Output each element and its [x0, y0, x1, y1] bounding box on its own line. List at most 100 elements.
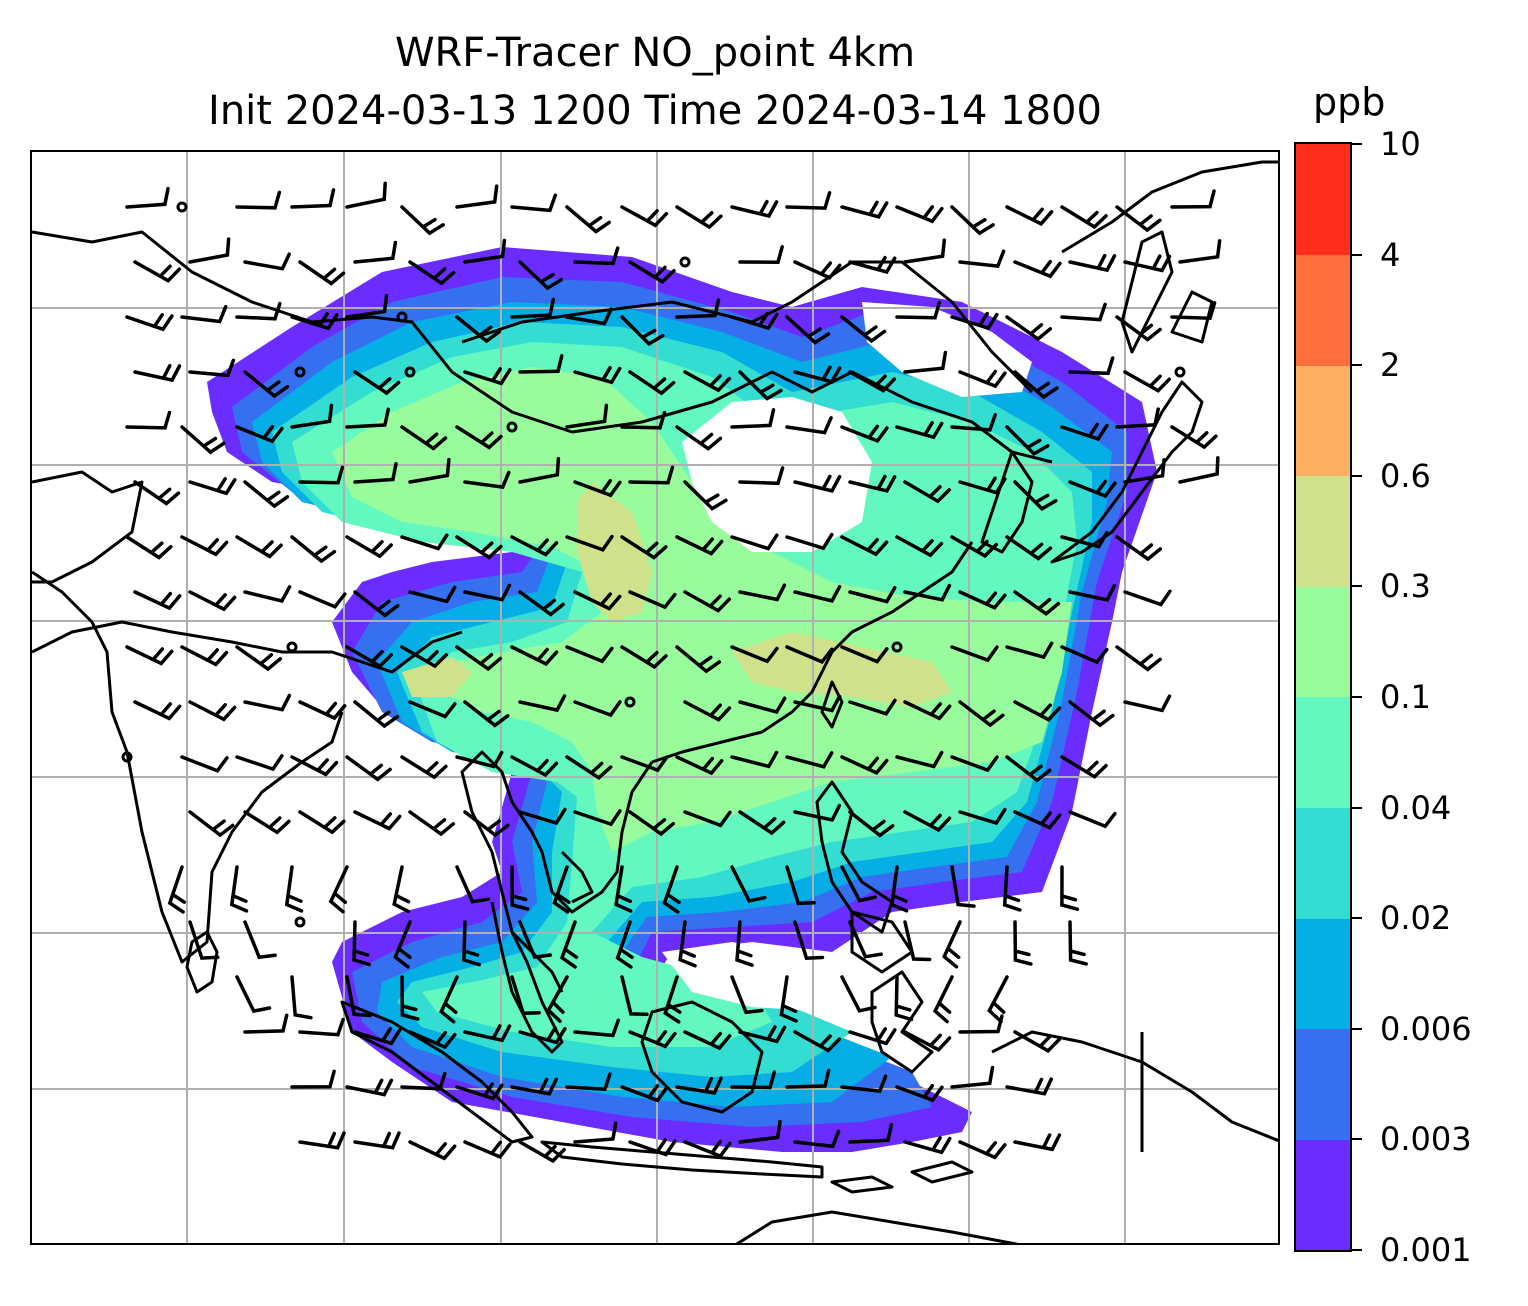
wind-barb	[235, 424, 284, 444]
colorbar-tick	[1352, 1027, 1362, 1030]
colorbar-bin	[1296, 586, 1350, 698]
calm-wind-circles	[121, 201, 1186, 928]
wind-barb	[1115, 407, 1160, 429]
wind-barb	[298, 260, 346, 286]
wind-barb	[840, 975, 877, 1013]
coast-lesser	[830, 1175, 894, 1194]
wind-barb	[620, 315, 665, 346]
wind-barb	[620, 645, 668, 670]
wind-barb	[400, 975, 420, 1021]
wind-barb	[573, 700, 622, 718]
wind-barb	[243, 480, 290, 509]
wind-barb	[243, 1013, 289, 1034]
wind-barb	[235, 190, 282, 210]
wind-barb	[848, 370, 897, 393]
wind-barb	[1005, 315, 1053, 342]
coast-timor	[910, 1160, 974, 1184]
wind-barb	[408, 585, 457, 604]
wind-barb	[738, 810, 786, 836]
wind-barb	[298, 590, 347, 609]
wind-barb	[987, 975, 1009, 1024]
wind-barb	[785, 751, 834, 769]
wind-barb	[400, 645, 448, 669]
wind-barb	[675, 298, 721, 319]
wind-barb	[1123, 589, 1172, 607]
wind-barb	[1170, 189, 1216, 209]
wind-barb	[290, 975, 313, 1020]
map-panel[interactable]	[30, 150, 1280, 1245]
coast-borneo	[640, 1000, 764, 1114]
wind-barb	[620, 205, 669, 228]
wind-barb	[408, 260, 456, 286]
wind-barb	[518, 920, 553, 960]
wind-barb	[518, 694, 567, 713]
wind-barb	[565, 645, 614, 664]
wind-barb	[180, 755, 229, 773]
colorbar-tick-label: 0.02	[1380, 899, 1452, 938]
wind-barb	[628, 1030, 677, 1049]
wind-barb	[243, 810, 291, 835]
wind-barb	[903, 1030, 952, 1052]
wind-barb	[738, 1119, 782, 1144]
wind-barb	[950, 755, 999, 773]
wind-barb	[840, 535, 889, 557]
wind-barb	[895, 535, 944, 558]
wind-barb	[188, 700, 237, 722]
tracer-gap	[862, 302, 1032, 397]
calm-circle	[121, 751, 133, 763]
wind-barb	[518, 260, 563, 291]
wind-barb	[730, 645, 779, 664]
wind-barb	[235, 645, 283, 672]
wind-barb	[188, 810, 235, 838]
wind-barb	[730, 975, 764, 1015]
wind-barb	[290, 755, 339, 777]
wind-barb	[1123, 458, 1166, 484]
wind-barb	[848, 474, 897, 493]
wind-barb	[518, 457, 561, 484]
wind-barb	[1013, 1030, 1062, 1053]
wind-barb	[1178, 456, 1220, 484]
wind-barb	[738, 1025, 787, 1044]
wind-barb	[463, 1140, 512, 1160]
wind-barb	[243, 370, 290, 399]
wind-barb	[573, 1018, 621, 1038]
coast-srilanka	[185, 930, 219, 994]
wind-barb	[439, 975, 459, 1024]
calm-circle	[294, 916, 306, 928]
wind-barb	[840, 200, 889, 219]
colorbar-tick-label: 0.003	[1380, 1120, 1472, 1159]
wind-barb	[180, 645, 229, 667]
wind-barb	[738, 466, 785, 486]
colorbar-tick	[1352, 1138, 1362, 1141]
calm-circle	[396, 311, 408, 323]
wind-barb	[1013, 259, 1062, 279]
colorbar-tick	[1352, 1249, 1362, 1251]
wind-barb	[779, 975, 798, 1023]
wind-barb	[455, 645, 503, 672]
colorbar-tick-label: 0.006	[1380, 1009, 1472, 1048]
wind-barb	[1060, 302, 1107, 322]
tracer-gap	[682, 397, 872, 552]
wind-barb	[463, 1024, 512, 1043]
wind-barb	[1005, 205, 1054, 226]
wind-barb	[463, 700, 510, 728]
wind-barb	[620, 1084, 669, 1103]
wind-barb	[298, 700, 347, 721]
wind-barb	[614, 865, 633, 913]
wind-barb	[848, 920, 883, 959]
border-mongolia	[32, 230, 1053, 464]
wind-barb	[180, 535, 229, 557]
wind-barb	[125, 535, 173, 560]
wind-barb	[683, 1139, 732, 1159]
wind-barb	[848, 698, 897, 716]
wind-barb	[793, 694, 842, 713]
wind-barb	[1115, 645, 1162, 672]
wind-barb	[848, 585, 897, 604]
wind-barb	[1060, 205, 1108, 230]
wind-barb	[235, 754, 284, 772]
wind-barb	[243, 920, 277, 960]
wind-barb	[785, 645, 834, 665]
wind-barb	[950, 865, 976, 908]
wind-barb	[510, 535, 559, 557]
wind-barb	[133, 363, 182, 383]
